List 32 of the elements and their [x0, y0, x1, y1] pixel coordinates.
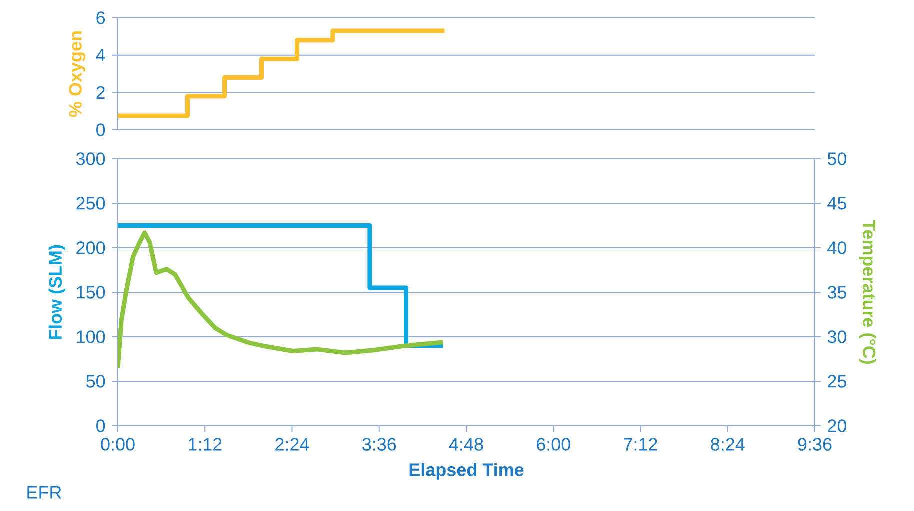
y-tick-label: 200 [76, 242, 106, 254]
x-axis-title: Elapsed Time [410, 463, 524, 480]
y-tick-label: 2 [96, 86, 105, 99]
y2-tick-label: 45 [828, 197, 846, 210]
y-tick-label: 150 [77, 286, 106, 299]
y-axis-title: % Oxygen [69, 32, 86, 118]
y-tick-label: 0 [96, 124, 106, 136]
y2-tick-label: 35 [828, 286, 846, 299]
y-tick-label: 300 [76, 152, 106, 166]
y-tick-label: 0 [96, 420, 106, 432]
x-tick-label: 0:00 [101, 438, 135, 451]
text: EFR [28, 486, 62, 499]
x-tick-label: 2:24 [276, 438, 310, 451]
y-tick-label: 250 [76, 197, 106, 210]
y2-tick-label: 20 [828, 420, 847, 432]
y-tick-label: 6 [96, 12, 106, 24]
y-tick-label: 100 [77, 330, 106, 344]
y2-tick-label: 25 [828, 375, 846, 388]
y2-tick-label: 50 [828, 152, 847, 166]
x-tick-label: 6:00 [537, 438, 570, 451]
y-tick-label: 50 [86, 375, 106, 388]
x-tick-label: 3:36 [362, 438, 396, 451]
y-tick-label: 4 [96, 49, 106, 62]
x-tick-label: 1:12 [188, 438, 222, 451]
y-axis-title: Flow (SLM) [48, 245, 66, 340]
x-tick-label: 9:36 [798, 438, 832, 451]
x-tick-label: 4:48 [449, 438, 484, 451]
y2-axis-title: Temperature (°C) [859, 220, 876, 364]
y2-tick-label: 30 [828, 330, 847, 344]
y2-tick-label: 40 [828, 242, 847, 254]
x-tick-label: 8:24 [711, 438, 745, 451]
x-tick-label: 7:12 [624, 438, 658, 451]
